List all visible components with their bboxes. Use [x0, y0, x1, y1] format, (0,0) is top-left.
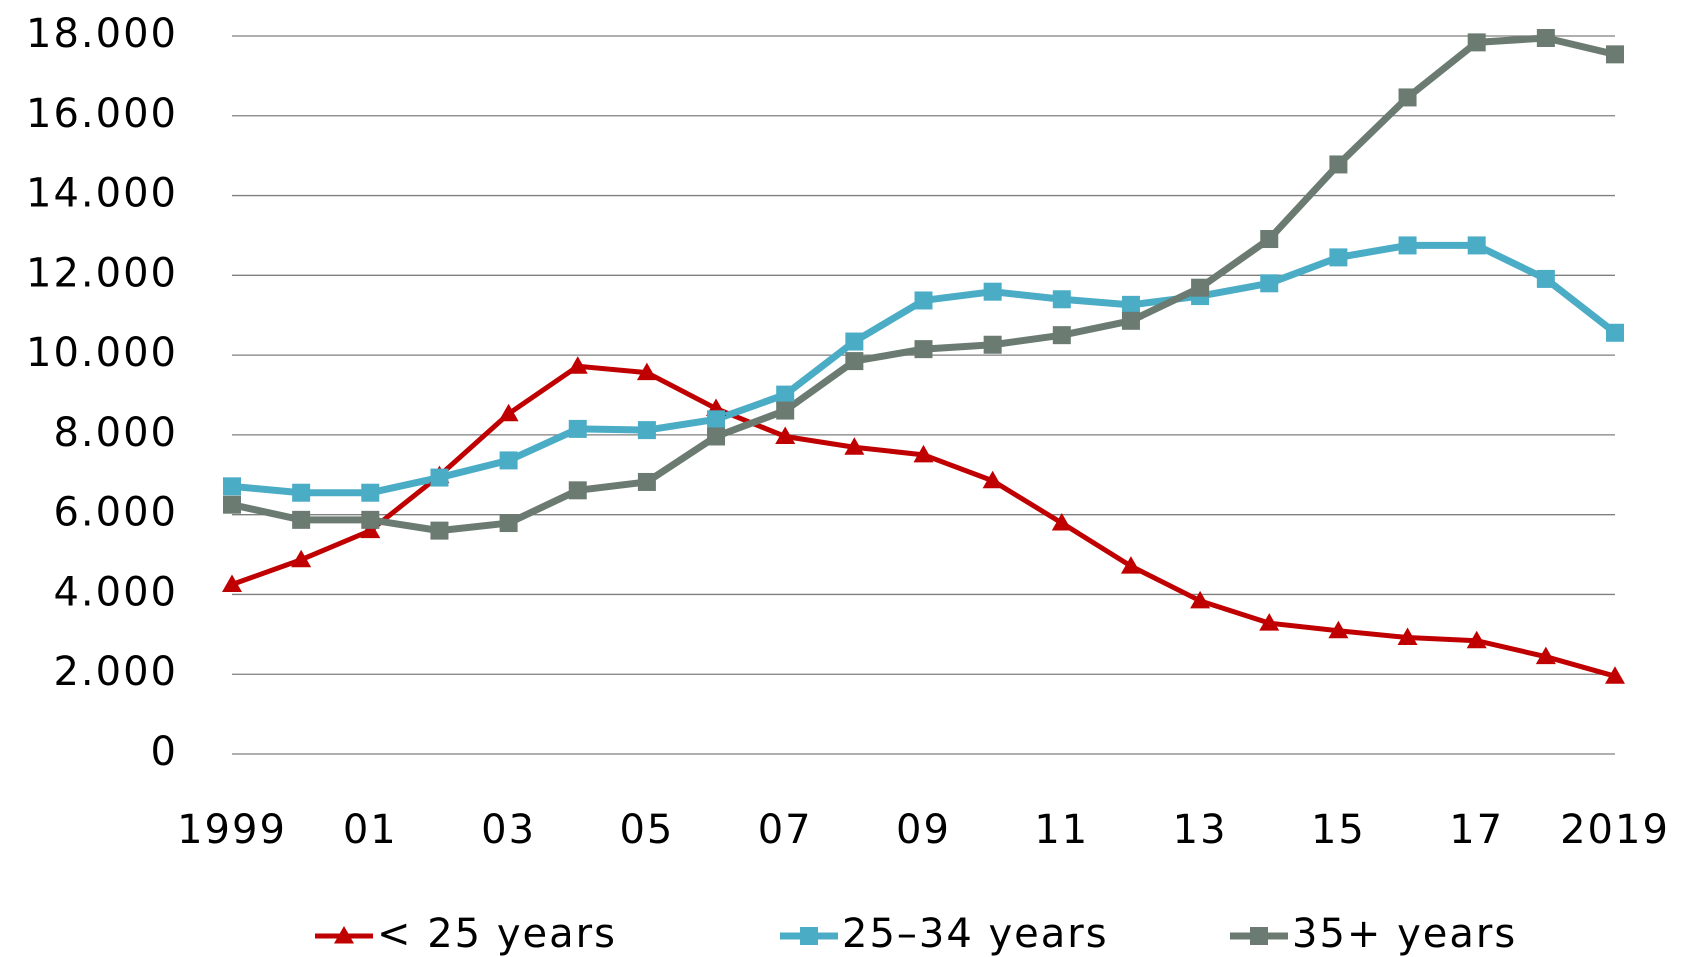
marker — [844, 437, 865, 455]
marker — [1536, 269, 1555, 288]
marker — [914, 340, 933, 359]
y-tick-label: 0 — [151, 729, 178, 775]
marker — [223, 477, 241, 496]
marker — [1466, 630, 1487, 649]
marker — [1606, 323, 1624, 342]
marker — [360, 520, 381, 539]
marker — [1329, 155, 1348, 174]
marker — [568, 481, 587, 500]
marker — [361, 510, 380, 529]
marker — [707, 427, 726, 446]
legend-label: 35+ years — [1292, 911, 1517, 957]
marker — [845, 332, 864, 351]
marker — [1259, 613, 1280, 631]
x-tick-label: 2019 — [1560, 807, 1670, 853]
marker — [1121, 295, 1140, 314]
x-tick-label: 17 — [1449, 807, 1504, 853]
y-tick-label: 4.000 — [53, 569, 178, 615]
y-tick-label: 2.000 — [53, 649, 178, 695]
marker — [776, 401, 795, 420]
y-tick-label: 16.000 — [26, 91, 178, 137]
marker — [1260, 230, 1279, 249]
x-tick-label: 15 — [1311, 807, 1366, 853]
marker — [1051, 513, 1072, 531]
marker — [1606, 45, 1624, 64]
marker — [1467, 236, 1486, 255]
marker — [845, 352, 864, 371]
x-tick-label: 11 — [1034, 807, 1089, 853]
x-tick-label: 01 — [343, 807, 398, 853]
marker — [430, 468, 449, 487]
marker — [1535, 646, 1556, 665]
marker — [430, 521, 449, 540]
marker — [776, 385, 795, 404]
y-tick-label: 12.000 — [26, 250, 178, 296]
marker — [775, 426, 796, 444]
legend-marker — [800, 927, 818, 945]
x-tick-label: 07 — [758, 807, 813, 853]
marker — [568, 419, 587, 438]
legend-label: < 25 years — [377, 911, 617, 957]
legend-label: 25–34 years — [842, 911, 1109, 957]
marker — [222, 574, 242, 592]
marker — [1052, 326, 1071, 345]
marker — [361, 483, 380, 502]
marker — [292, 483, 311, 502]
marker — [1328, 620, 1349, 639]
marker — [1467, 33, 1486, 52]
marker — [499, 514, 518, 533]
marker — [1397, 627, 1418, 646]
marker — [1120, 556, 1141, 574]
x-tick-label: 03 — [481, 807, 536, 853]
marker — [567, 356, 588, 374]
x-tick-label: 09 — [896, 807, 951, 853]
marker — [1052, 290, 1071, 309]
marker — [1191, 278, 1210, 297]
marker — [292, 510, 311, 529]
marker — [636, 362, 657, 381]
marker — [223, 495, 241, 514]
y-tick-label: 18.000 — [26, 11, 178, 57]
marker — [498, 403, 519, 422]
marker — [637, 472, 656, 491]
marker — [1260, 274, 1279, 293]
marker — [1190, 590, 1211, 609]
marker — [1398, 88, 1417, 107]
marker — [637, 421, 656, 440]
marker — [291, 549, 312, 568]
legend-marker — [1250, 927, 1268, 945]
x-tick-label: 05 — [619, 807, 674, 853]
marker — [499, 451, 518, 470]
y-tick-label: 10.000 — [26, 330, 178, 376]
y-tick-label: 14.000 — [26, 171, 178, 217]
marker — [914, 291, 933, 310]
marker — [1536, 28, 1555, 47]
marker — [1121, 311, 1140, 330]
marker — [1605, 666, 1625, 684]
x-tick-label: 1999 — [177, 807, 287, 853]
y-tick-label: 6.000 — [53, 490, 178, 536]
marker — [983, 335, 1002, 354]
marker — [983, 282, 1002, 301]
y-tick-label: 8.000 — [53, 410, 178, 456]
legend-marker — [334, 926, 354, 944]
marker — [913, 444, 934, 463]
marker — [707, 410, 726, 429]
marker — [1398, 236, 1417, 255]
x-tick-label: 13 — [1173, 807, 1228, 853]
marker — [1329, 248, 1348, 267]
marker — [982, 470, 1003, 489]
